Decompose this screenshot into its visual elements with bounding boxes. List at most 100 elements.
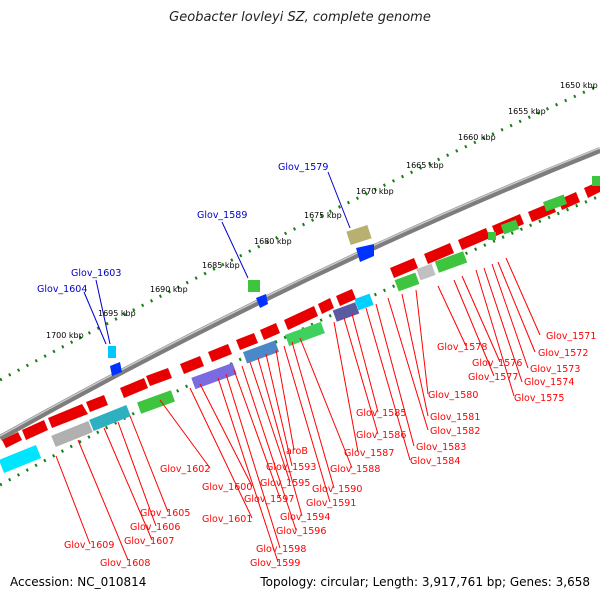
gene-label[interactable]: Glov_1588 bbox=[330, 464, 380, 475]
gene-box[interactable] bbox=[394, 272, 420, 292]
gene-arrow[interactable] bbox=[318, 298, 334, 314]
gene-label[interactable]: Glov_1572 bbox=[538, 348, 588, 359]
leader-line bbox=[491, 263, 529, 369]
leader-line bbox=[327, 171, 351, 229]
feature-arrow[interactable] bbox=[356, 244, 374, 262]
leader-line bbox=[283, 345, 331, 503]
gene-label[interactable]: Glov_1599 bbox=[250, 558, 300, 569]
gene-arrow[interactable] bbox=[2, 432, 22, 448]
gene-label[interactable]: Glov_1580 bbox=[428, 390, 478, 401]
feature-box[interactable] bbox=[346, 224, 372, 246]
gene-label[interactable]: Glov_1604 bbox=[37, 284, 87, 295]
gene-label[interactable]: Glov_1606 bbox=[130, 522, 180, 533]
feature-arrow[interactable] bbox=[110, 362, 122, 376]
gene-label[interactable]: Glov_1575 bbox=[514, 393, 564, 404]
ruler-label: 1670 kbp bbox=[356, 187, 394, 196]
gene-label[interactable]: Glov_1585 bbox=[356, 408, 406, 419]
gene-label[interactable]: Glov_1595 bbox=[260, 478, 310, 489]
gene-arrow[interactable] bbox=[458, 228, 490, 250]
gene-label[interactable]: Glov_1581 bbox=[430, 412, 480, 423]
gene-label[interactable]: Glov_1571 bbox=[546, 331, 596, 342]
gene-arrow[interactable] bbox=[146, 368, 172, 386]
gene-label[interactable]: Glov_1574 bbox=[524, 377, 574, 388]
gene-box[interactable] bbox=[285, 321, 325, 347]
gene-label[interactable]: Glov_1576 bbox=[472, 358, 522, 369]
gene-label[interactable]: Glov_1602 bbox=[160, 464, 210, 475]
gene-arrow[interactable] bbox=[208, 344, 232, 362]
gene-box[interactable] bbox=[242, 340, 280, 364]
gene-box[interactable] bbox=[500, 219, 520, 235]
gene-arrow[interactable] bbox=[236, 333, 258, 350]
gene-box[interactable] bbox=[191, 362, 237, 390]
gene-arrow[interactable] bbox=[284, 306, 318, 330]
gene-label[interactable]: Glov_1583 bbox=[416, 442, 466, 453]
gene-label[interactable]: Glov_1584 bbox=[410, 456, 460, 467]
gene-box[interactable] bbox=[434, 251, 468, 273]
ruler-label: 1690 kbp bbox=[150, 285, 188, 294]
gene-arrow[interactable] bbox=[86, 395, 108, 412]
leader-line bbox=[299, 337, 353, 469]
gene-box[interactable] bbox=[542, 194, 568, 212]
feature-box[interactable] bbox=[108, 346, 116, 358]
gene-label[interactable]: Glov_1593 bbox=[266, 462, 316, 473]
leader-line bbox=[241, 365, 297, 531]
gene-label[interactable]: Glov_1597 bbox=[244, 494, 294, 505]
gene-label[interactable]: Glov_1608 bbox=[100, 558, 150, 569]
leader-line bbox=[233, 369, 281, 499]
feature-arrow[interactable] bbox=[256, 294, 268, 308]
gene-label[interactable]: Glov_1582 bbox=[430, 426, 480, 437]
leader-line bbox=[505, 257, 541, 336]
gene-arrow[interactable] bbox=[180, 356, 204, 374]
leader-line bbox=[159, 399, 211, 469]
gene-label[interactable]: aroB bbox=[286, 446, 308, 457]
gene-box[interactable] bbox=[89, 404, 131, 432]
gene-label[interactable]: Glov_1591 bbox=[306, 498, 356, 509]
gene-label[interactable]: Glov_1587 bbox=[344, 448, 394, 459]
gene-arrow[interactable] bbox=[558, 192, 580, 210]
gene-arrow[interactable] bbox=[48, 404, 88, 428]
blue-features bbox=[108, 224, 374, 376]
gene-box[interactable] bbox=[332, 302, 360, 322]
gene-arrow[interactable] bbox=[390, 258, 418, 278]
gene-label[interactable]: Glov_1607 bbox=[124, 536, 174, 547]
map-title: Geobacter lovleyi SZ, complete genome bbox=[169, 10, 431, 25]
gene-label[interactable]: Glov_1605 bbox=[140, 508, 190, 519]
ruler-label: 1680 kbp bbox=[254, 237, 292, 246]
gene-box[interactable] bbox=[354, 293, 374, 311]
gene-label[interactable]: Glov_1601 bbox=[202, 514, 252, 525]
gene-label[interactable]: Glov_1577 bbox=[468, 372, 518, 383]
gene-label[interactable]: Glov_1573 bbox=[530, 364, 580, 375]
gene-label[interactable]: Glov_1603 bbox=[71, 268, 121, 279]
leader-line bbox=[265, 353, 293, 467]
gene-label[interactable]: Glov_1586 bbox=[356, 430, 406, 441]
gene-label[interactable]: Glov_1590 bbox=[312, 484, 362, 495]
leader-line bbox=[483, 267, 523, 383]
backbone-highlight bbox=[0, 147, 600, 437]
gene-box[interactable] bbox=[51, 420, 93, 448]
gene-arrow[interactable] bbox=[260, 323, 280, 340]
gene-label[interactable]: Glov_1594 bbox=[280, 512, 330, 523]
gene-label[interactable]: Glov_1598 bbox=[256, 544, 306, 555]
gene-label[interactable]: Glov_1600 bbox=[202, 482, 252, 493]
gene-label[interactable]: Glov_1609 bbox=[64, 540, 114, 551]
gene-arrow[interactable] bbox=[120, 378, 148, 398]
gene-box[interactable] bbox=[416, 263, 436, 281]
gene-label[interactable]: Glov_1578 bbox=[437, 342, 487, 353]
ruler-label: 1675 kbp bbox=[304, 211, 342, 220]
ruler-label: 1695 kbp bbox=[98, 309, 136, 318]
gene-arrow[interactable] bbox=[424, 243, 454, 264]
gene-arrow[interactable] bbox=[336, 289, 356, 306]
gene-label[interactable]: Glov_1579 bbox=[278, 162, 328, 173]
gene-box[interactable] bbox=[0, 445, 42, 473]
gene-label[interactable]: Glov_1596 bbox=[276, 526, 326, 537]
gene-box[interactable] bbox=[137, 390, 175, 414]
gene-box[interactable] bbox=[592, 176, 600, 186]
gene-box[interactable] bbox=[488, 232, 496, 240]
accession-text: Accession: NC_010814 bbox=[10, 575, 147, 589]
leader-line bbox=[275, 349, 295, 451]
gene-label[interactable]: Glov_1589 bbox=[197, 210, 247, 221]
gene-arrow[interactable] bbox=[22, 420, 48, 440]
feature-box[interactable] bbox=[248, 280, 260, 292]
leader-line bbox=[333, 321, 359, 453]
